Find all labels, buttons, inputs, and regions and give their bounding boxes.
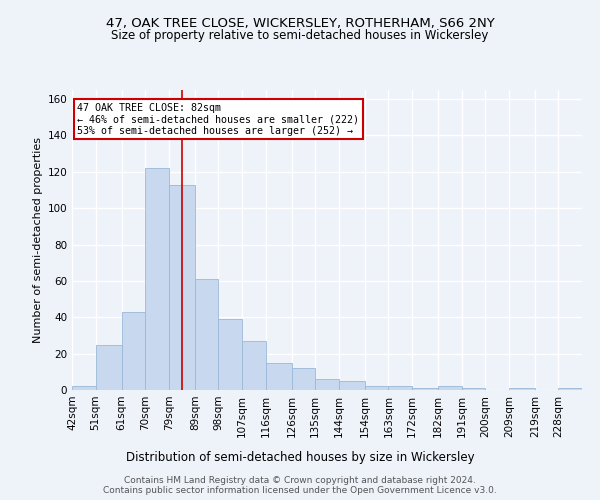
Text: 47 OAK TREE CLOSE: 82sqm
← 46% of semi-detached houses are smaller (222)
53% of : 47 OAK TREE CLOSE: 82sqm ← 46% of semi-d… — [77, 102, 359, 136]
Bar — [388, 386, 412, 390]
Bar — [72, 386, 95, 390]
Text: Distribution of semi-detached houses by size in Wickersley: Distribution of semi-detached houses by … — [125, 451, 475, 464]
Text: Contains public sector information licensed under the Open Government Licence v3: Contains public sector information licen… — [103, 486, 497, 495]
Bar — [365, 386, 388, 390]
Bar — [266, 362, 292, 390]
Bar — [169, 184, 195, 390]
Text: Size of property relative to semi-detached houses in Wickersley: Size of property relative to semi-detach… — [112, 29, 488, 42]
Bar — [242, 341, 266, 390]
Bar — [509, 388, 535, 390]
Bar — [145, 168, 169, 390]
Text: 47, OAK TREE CLOSE, WICKERSLEY, ROTHERHAM, S66 2NY: 47, OAK TREE CLOSE, WICKERSLEY, ROTHERHA… — [106, 18, 494, 30]
Text: Contains HM Land Registry data © Crown copyright and database right 2024.: Contains HM Land Registry data © Crown c… — [124, 476, 476, 485]
Y-axis label: Number of semi-detached properties: Number of semi-detached properties — [33, 137, 43, 343]
Bar — [195, 279, 218, 390]
Bar — [95, 344, 122, 390]
Bar — [412, 388, 438, 390]
Bar — [461, 388, 485, 390]
Bar — [339, 381, 365, 390]
Bar — [292, 368, 315, 390]
Bar — [315, 379, 339, 390]
Bar — [122, 312, 145, 390]
Bar — [438, 386, 461, 390]
Bar — [218, 319, 242, 390]
Bar — [559, 388, 582, 390]
